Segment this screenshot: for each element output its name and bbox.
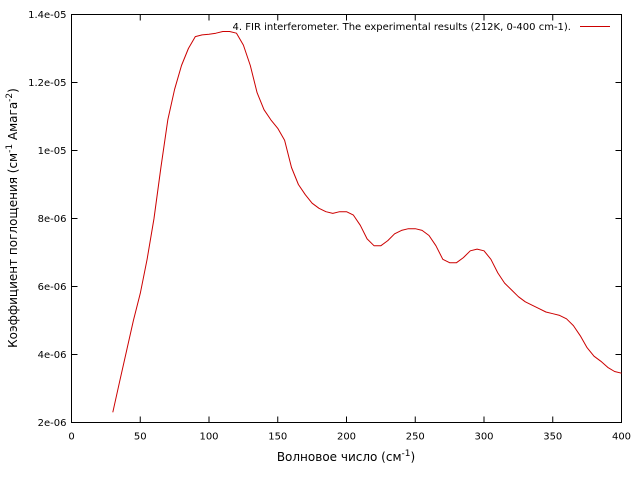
x-axis-title: Волновое число (см-1) [277, 449, 415, 464]
legend-label: 4. FIR interferometer. The experimental … [233, 22, 571, 33]
x-tick-label: 100 [199, 432, 218, 443]
y-tick-label: 2e-06 [38, 418, 67, 429]
x-tick-label: 50 [134, 432, 147, 443]
legend: 4. FIR interferometer. The experimental … [233, 22, 610, 33]
x-tick-label: 400 [612, 432, 631, 443]
y-axis: 2e-06 4e-06 6e-06 8e-06 1e-05 1.2e-05 1.4e-05 [28, 10, 622, 429]
x-tick-label: 0 [68, 432, 74, 443]
series-layer [112, 31, 622, 413]
series-line [112, 31, 622, 413]
y-tick-label: 4e-06 [38, 350, 67, 361]
x-tick-label: 200 [337, 432, 356, 443]
x-axis: 0 50 100 150 200 250 300 350 400 [68, 14, 631, 443]
x-tick-label: 350 [543, 432, 562, 443]
y-tick-label: 1.4e-05 [28, 10, 66, 21]
x-tick-label: 250 [406, 432, 425, 443]
y-tick-label: 6e-06 [38, 282, 67, 293]
y-tick-label: 1.2e-05 [28, 78, 66, 89]
x-tick-label: 300 [474, 432, 493, 443]
y-axis-title: Коэффициент поглощения (см-1 Амага-2) [5, 88, 20, 348]
y-tick-label: 1e-05 [38, 146, 67, 157]
x-tick-label: 150 [268, 432, 287, 443]
y-tick-label: 8e-06 [38, 214, 67, 225]
